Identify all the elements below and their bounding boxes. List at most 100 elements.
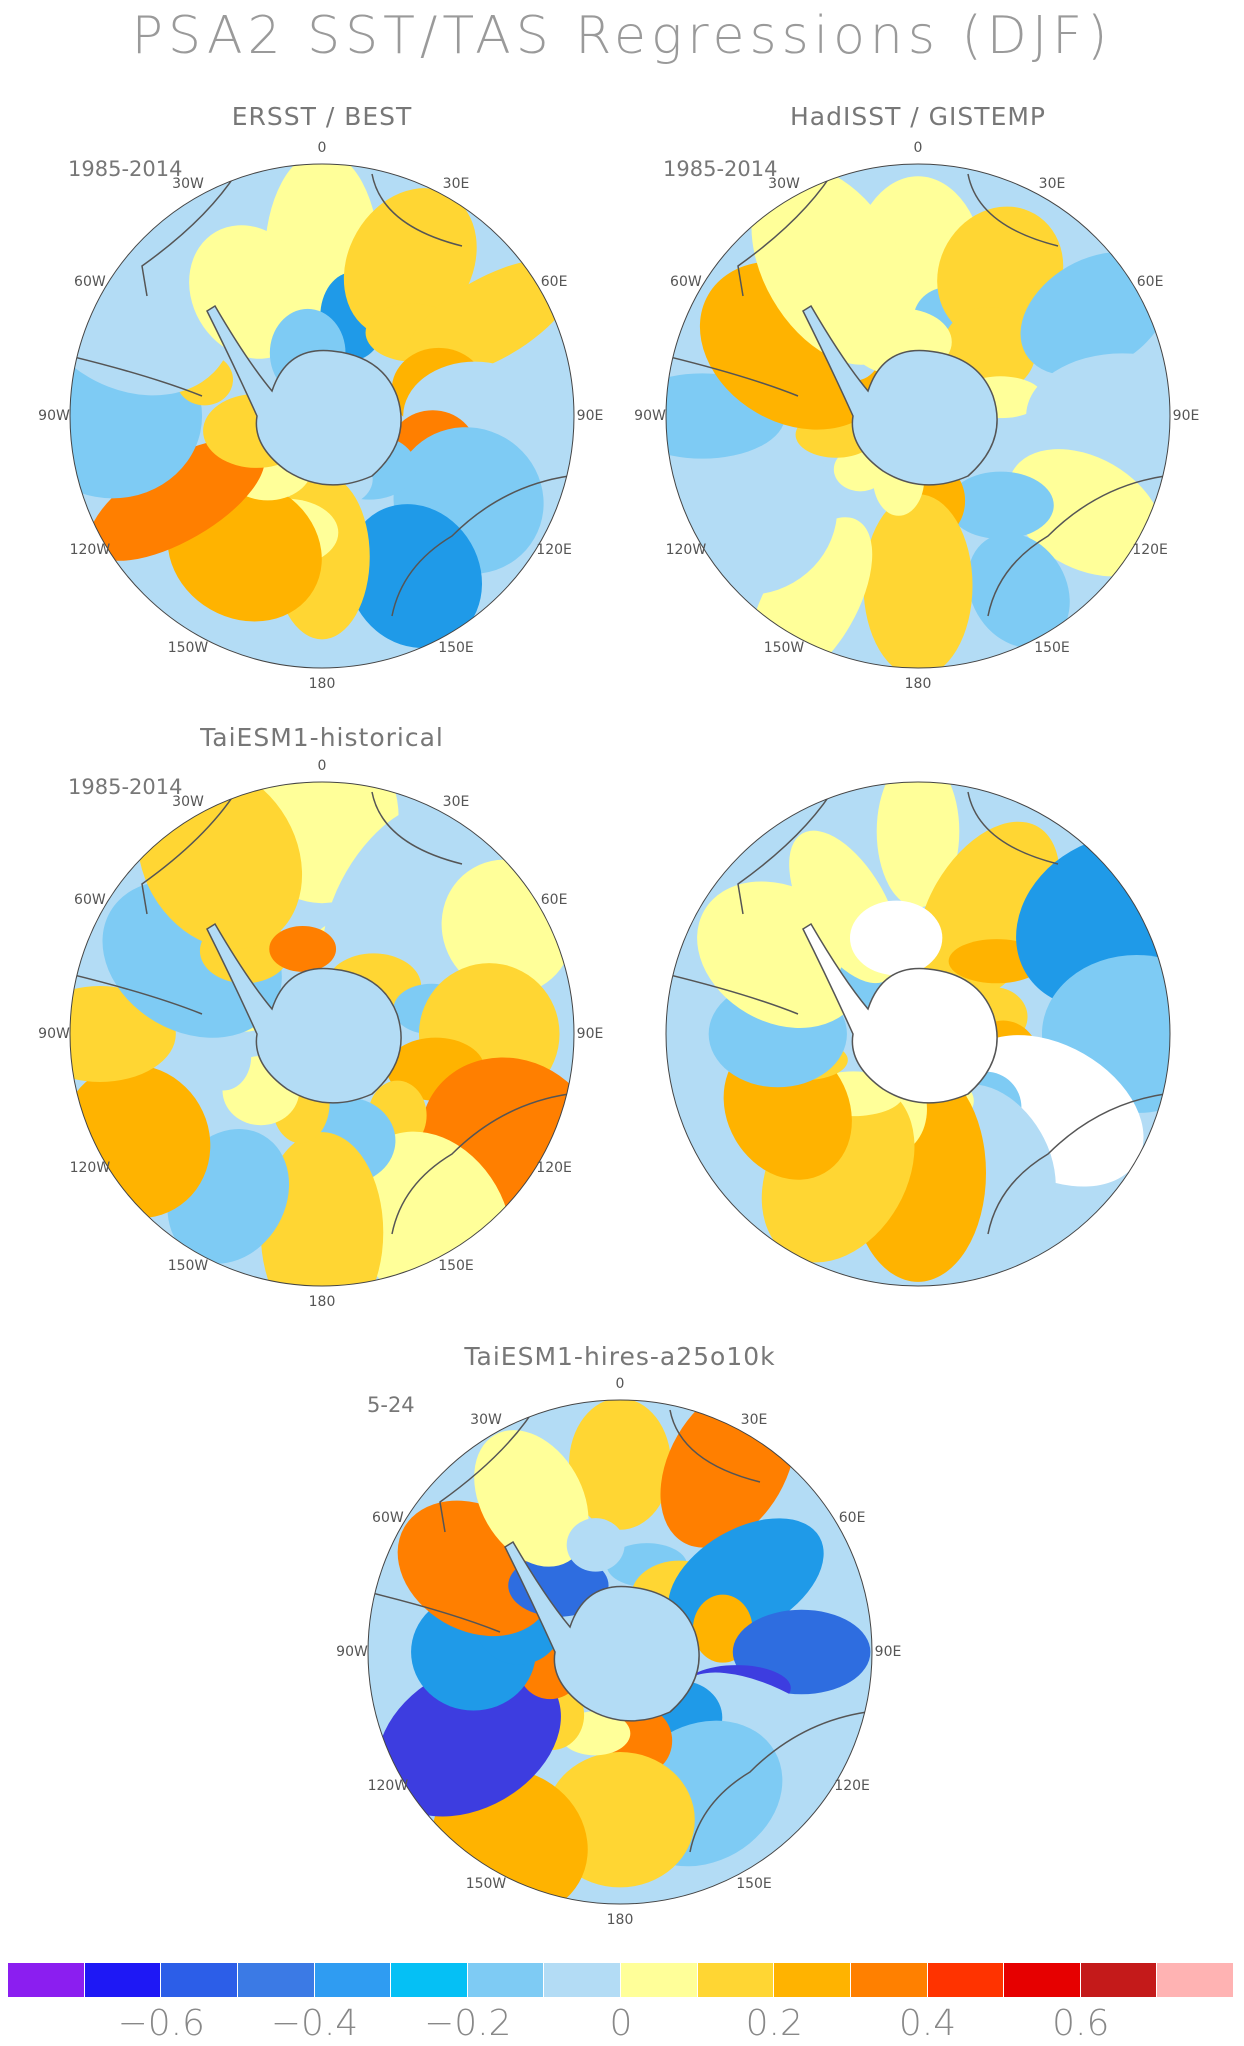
anomaly-region <box>377 1661 561 1817</box>
colorbar-cell <box>1157 1963 1234 1997</box>
longitude-label: 90W <box>336 1644 368 1660</box>
longitude-label: 30W <box>470 1411 502 1428</box>
colorbar-cell <box>237 1963 315 1997</box>
longitude-label: 60E <box>540 274 568 290</box>
continent-coastline <box>368 1591 501 1633</box>
anomaly-region <box>474 1430 589 1567</box>
longitude-label: 60E <box>540 892 568 908</box>
longitude-label: 60W <box>74 892 106 908</box>
antarctica-coastline <box>504 1540 700 1722</box>
longitude-label: 0 <box>317 758 327 774</box>
antarctica-coastline <box>802 304 998 486</box>
longitude-label: 120W <box>69 542 111 558</box>
continent-coastline <box>967 791 1059 865</box>
colorbar-cell <box>8 1963 85 1997</box>
anomaly-region <box>260 1132 384 1286</box>
colorbar-cell <box>391 1963 468 1997</box>
anomaly-region <box>667 428 838 595</box>
longitude-label: 60W <box>372 1510 404 1526</box>
longitude-label: 120E <box>834 1778 870 1794</box>
map-frame <box>69 163 575 669</box>
longitude-label: 150E <box>438 640 474 657</box>
colorbar-tick-label: −0.4 <box>270 2003 359 2044</box>
colorbar-tick-label: −0.6 <box>117 2003 205 2044</box>
longitude-label: 150E <box>438 1258 474 1275</box>
colorbar-cell <box>927 1963 1005 1997</box>
longitude-label: 30W <box>172 175 204 192</box>
colorbar-cell <box>161 1963 238 1997</box>
longitude-label: 60E <box>838 1510 866 1526</box>
longitude-label: 30W <box>768 175 800 192</box>
continent-coastline <box>70 355 203 397</box>
continent-coastline <box>669 1409 761 1483</box>
longitude-label: 0 <box>913 140 923 156</box>
colorbar-tick-label: 0.4 <box>898 2003 957 2044</box>
longitude-label: 60W <box>74 274 106 290</box>
colorbar-tick-label: 0 <box>609 2003 633 2044</box>
longitude-label: 90E <box>576 408 604 424</box>
longitude-label: 180 <box>904 676 932 692</box>
longitude-label: 60W <box>670 274 702 290</box>
polar-map <box>367 1399 873 1905</box>
colorbar-cell <box>467 1963 545 1997</box>
longitude-label: 120W <box>367 1778 409 1794</box>
longitude-label: 150W <box>465 1876 507 1893</box>
longitude-label: 90E <box>874 1644 902 1660</box>
colorbar-cell <box>1004 1963 1081 1997</box>
longitude-label: 30E <box>1038 175 1066 192</box>
longitude-label: 120E <box>536 542 572 558</box>
panel-period: 1985-2014 <box>68 157 183 181</box>
panel-title: ERSST / BEST <box>231 102 413 131</box>
anomaly-region <box>967 533 1070 648</box>
longitude-label: 180 <box>308 676 336 692</box>
panel-title: TaiESM1-historical <box>200 723 444 752</box>
polar-map <box>69 781 575 1287</box>
colorbar-cell <box>84 1963 162 1997</box>
longitude-label: 180 <box>606 1912 634 1928</box>
map-frame <box>367 1399 873 1905</box>
longitude-label: 150W <box>167 640 209 657</box>
map-frame <box>665 781 1171 1287</box>
anomaly-region <box>876 782 960 908</box>
continent-coastline <box>666 355 799 397</box>
anomaly-region <box>343 188 477 339</box>
longitude-label: 150W <box>167 1258 209 1275</box>
anomaly-region <box>569 1400 671 1530</box>
antarctica-coastline <box>206 304 402 486</box>
continent-coastline <box>967 173 1059 247</box>
panel-title: HadISST / GISTEMP <box>789 102 1047 131</box>
longitude-label: 150E <box>736 1876 772 1893</box>
colorbar-cell <box>544 1963 621 1997</box>
longitude-label: 120E <box>536 1160 572 1176</box>
continent-coastline <box>987 475 1166 617</box>
colorbar-cell <box>697 1963 775 1997</box>
anomaly-region <box>1026 353 1170 479</box>
map-frame <box>665 163 1171 669</box>
longitude-label: 90E <box>1172 408 1200 424</box>
polar-map <box>665 781 1171 1287</box>
panel-period: 5-24 <box>367 1393 415 1417</box>
colorbar <box>8 1963 1234 1997</box>
anomaly-region <box>269 926 337 972</box>
map-frame <box>69 781 575 1287</box>
anomaly-region <box>346 504 483 648</box>
colorbar-cell <box>621 1963 698 1997</box>
longitude-label: 150E <box>1034 640 1070 657</box>
colorbar-tick-label: −0.2 <box>424 2003 512 2044</box>
colorbar-cell <box>850 1963 928 1997</box>
anomaly-region <box>863 494 973 668</box>
longitude-label: 120W <box>69 1160 111 1176</box>
longitude-label: 120E <box>1132 542 1168 558</box>
antarctica-coastline <box>802 922 998 1104</box>
longitude-label: 30W <box>172 793 204 810</box>
continent-coastline <box>666 973 799 1015</box>
continent-coastline <box>391 1093 570 1235</box>
longitude-label: 90W <box>38 1026 70 1042</box>
anomaly-region <box>566 1518 625 1572</box>
longitude-label: 150W <box>763 640 805 657</box>
anomaly-region <box>405 259 574 378</box>
longitude-label: 30E <box>442 175 470 192</box>
continent-coastline <box>371 173 463 247</box>
continent-coastline <box>987 1093 1166 1235</box>
continent-coastline <box>371 791 463 865</box>
